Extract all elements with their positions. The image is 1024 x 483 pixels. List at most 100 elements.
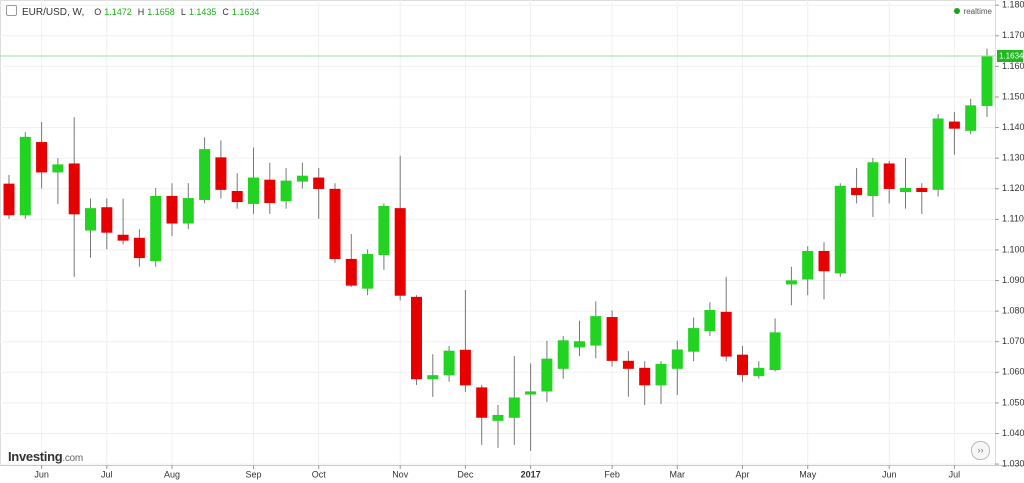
x-tick-label: Jul (101, 469, 113, 479)
candle-body (720, 311, 732, 357)
y-tick-label: 1.0600 (1002, 367, 1024, 377)
candle-body (802, 250, 814, 280)
candle-body (264, 179, 276, 204)
candle-body (916, 187, 928, 193)
candle-body (704, 310, 716, 332)
candle-body (296, 175, 308, 182)
candle-body (508, 397, 520, 418)
candle-body (492, 414, 504, 421)
candle-body (671, 349, 683, 369)
collapse-icon[interactable] (6, 5, 17, 16)
candle-body (981, 55, 993, 107)
candle-body (932, 118, 944, 190)
candle-body (19, 136, 31, 216)
x-tick-label: Dec (457, 469, 474, 479)
y-tick-label: 1.1100 (1002, 214, 1024, 224)
ohlc-label: C (222, 7, 229, 17)
last-price-box (997, 49, 1023, 62)
candle-body (622, 360, 634, 369)
candle-body (606, 317, 618, 361)
x-tick-label: Nov (392, 469, 409, 479)
last-price-label: 1.1634 (999, 52, 1024, 61)
ohlc-label: O (94, 7, 102, 17)
candle-body (394, 208, 406, 296)
candle-body (883, 163, 895, 189)
candle-body (52, 164, 64, 173)
candle-body (199, 149, 211, 200)
ohlc-label: L (180, 7, 186, 17)
ohlc-value: 1.1472 (104, 7, 132, 17)
candle-body (313, 177, 325, 189)
x-tick-label: Aug (164, 469, 180, 479)
ohlc-value: 1.1634 (231, 7, 260, 17)
candle-body (900, 187, 911, 193)
candle-body (818, 250, 830, 272)
x-tick-label: Jul (949, 469, 961, 479)
y-tick-label: 1.0500 (1002, 397, 1024, 407)
candle-body (231, 191, 243, 203)
candle-body (948, 121, 960, 129)
candle-body (557, 340, 569, 369)
candle-body (280, 180, 292, 202)
symbol: EUR/USD, W, (22, 7, 85, 18)
candle-body (362, 254, 374, 289)
candle-body (965, 105, 977, 131)
y-tick-label: 1.0700 (1002, 336, 1024, 346)
candle-body (688, 328, 700, 352)
x-tick-label: Jun (882, 469, 897, 479)
y-tick-label: 1.1600 (1002, 61, 1024, 71)
candle-body (476, 387, 488, 418)
realtime-indicator: realtime (954, 7, 992, 16)
candle-body (834, 185, 846, 274)
x-tick-label: Oct (312, 469, 327, 479)
candle-body (3, 183, 15, 216)
candle-body (867, 162, 879, 196)
logo-suffix: .com (62, 453, 83, 464)
y-tick-label: 1.1500 (1002, 91, 1024, 101)
candle-body (590, 316, 602, 346)
candle-body (525, 391, 537, 395)
candle-body (753, 367, 765, 377)
candle-body (36, 142, 48, 173)
candle-body (215, 157, 227, 190)
candle-body (655, 363, 667, 386)
candle-body (459, 349, 471, 386)
candle-body (345, 258, 357, 286)
x-tick-label: Mar (670, 469, 686, 479)
x-tick-label: Jun (34, 469, 49, 479)
x-tick-label: Sep (245, 469, 261, 479)
candle-body (133, 237, 145, 259)
y-tick-label: 1.1300 (1002, 153, 1024, 163)
x-tick-label: 2017 (521, 469, 541, 479)
y-tick-label: 1.0400 (1002, 428, 1024, 438)
candle-body (769, 332, 781, 371)
x-tick-label: May (799, 469, 817, 479)
scroll-forward-button[interactable]: ›› (971, 441, 990, 460)
y-tick-label: 1.0900 (1002, 275, 1024, 285)
candle-body (85, 208, 96, 231)
candle-body (411, 296, 422, 380)
header: EUR/USD, W, O 1.1472 H 1.1658 L 1.1435 C 1.1634 (6, 5, 265, 18)
candle-body (443, 350, 455, 376)
y-tick-label: 1.0800 (1002, 305, 1024, 315)
y-tick-label: 1.1700 (1002, 30, 1024, 40)
candle-body (117, 234, 129, 241)
candle-body (541, 358, 553, 392)
candle-body (737, 354, 748, 375)
candle-body (248, 177, 259, 204)
candle-body (378, 205, 390, 256)
ohlc-value: 1.1435 (188, 7, 217, 17)
y-tick-label: 1.1400 (1002, 122, 1024, 132)
plot-border (0, 0, 996, 466)
logo-text: Investing (8, 449, 63, 464)
y-tick-label: 1.1000 (1002, 244, 1024, 254)
candle-body (785, 280, 797, 285)
y-tick-label: 1.1200 (1002, 183, 1024, 193)
ohlc-label: H (137, 7, 145, 17)
candle-body (150, 195, 162, 262)
y-tick-label: 1.0300 (1002, 458, 1024, 468)
candle-body (68, 163, 80, 215)
ohlc-value: 1.1658 (147, 7, 175, 17)
